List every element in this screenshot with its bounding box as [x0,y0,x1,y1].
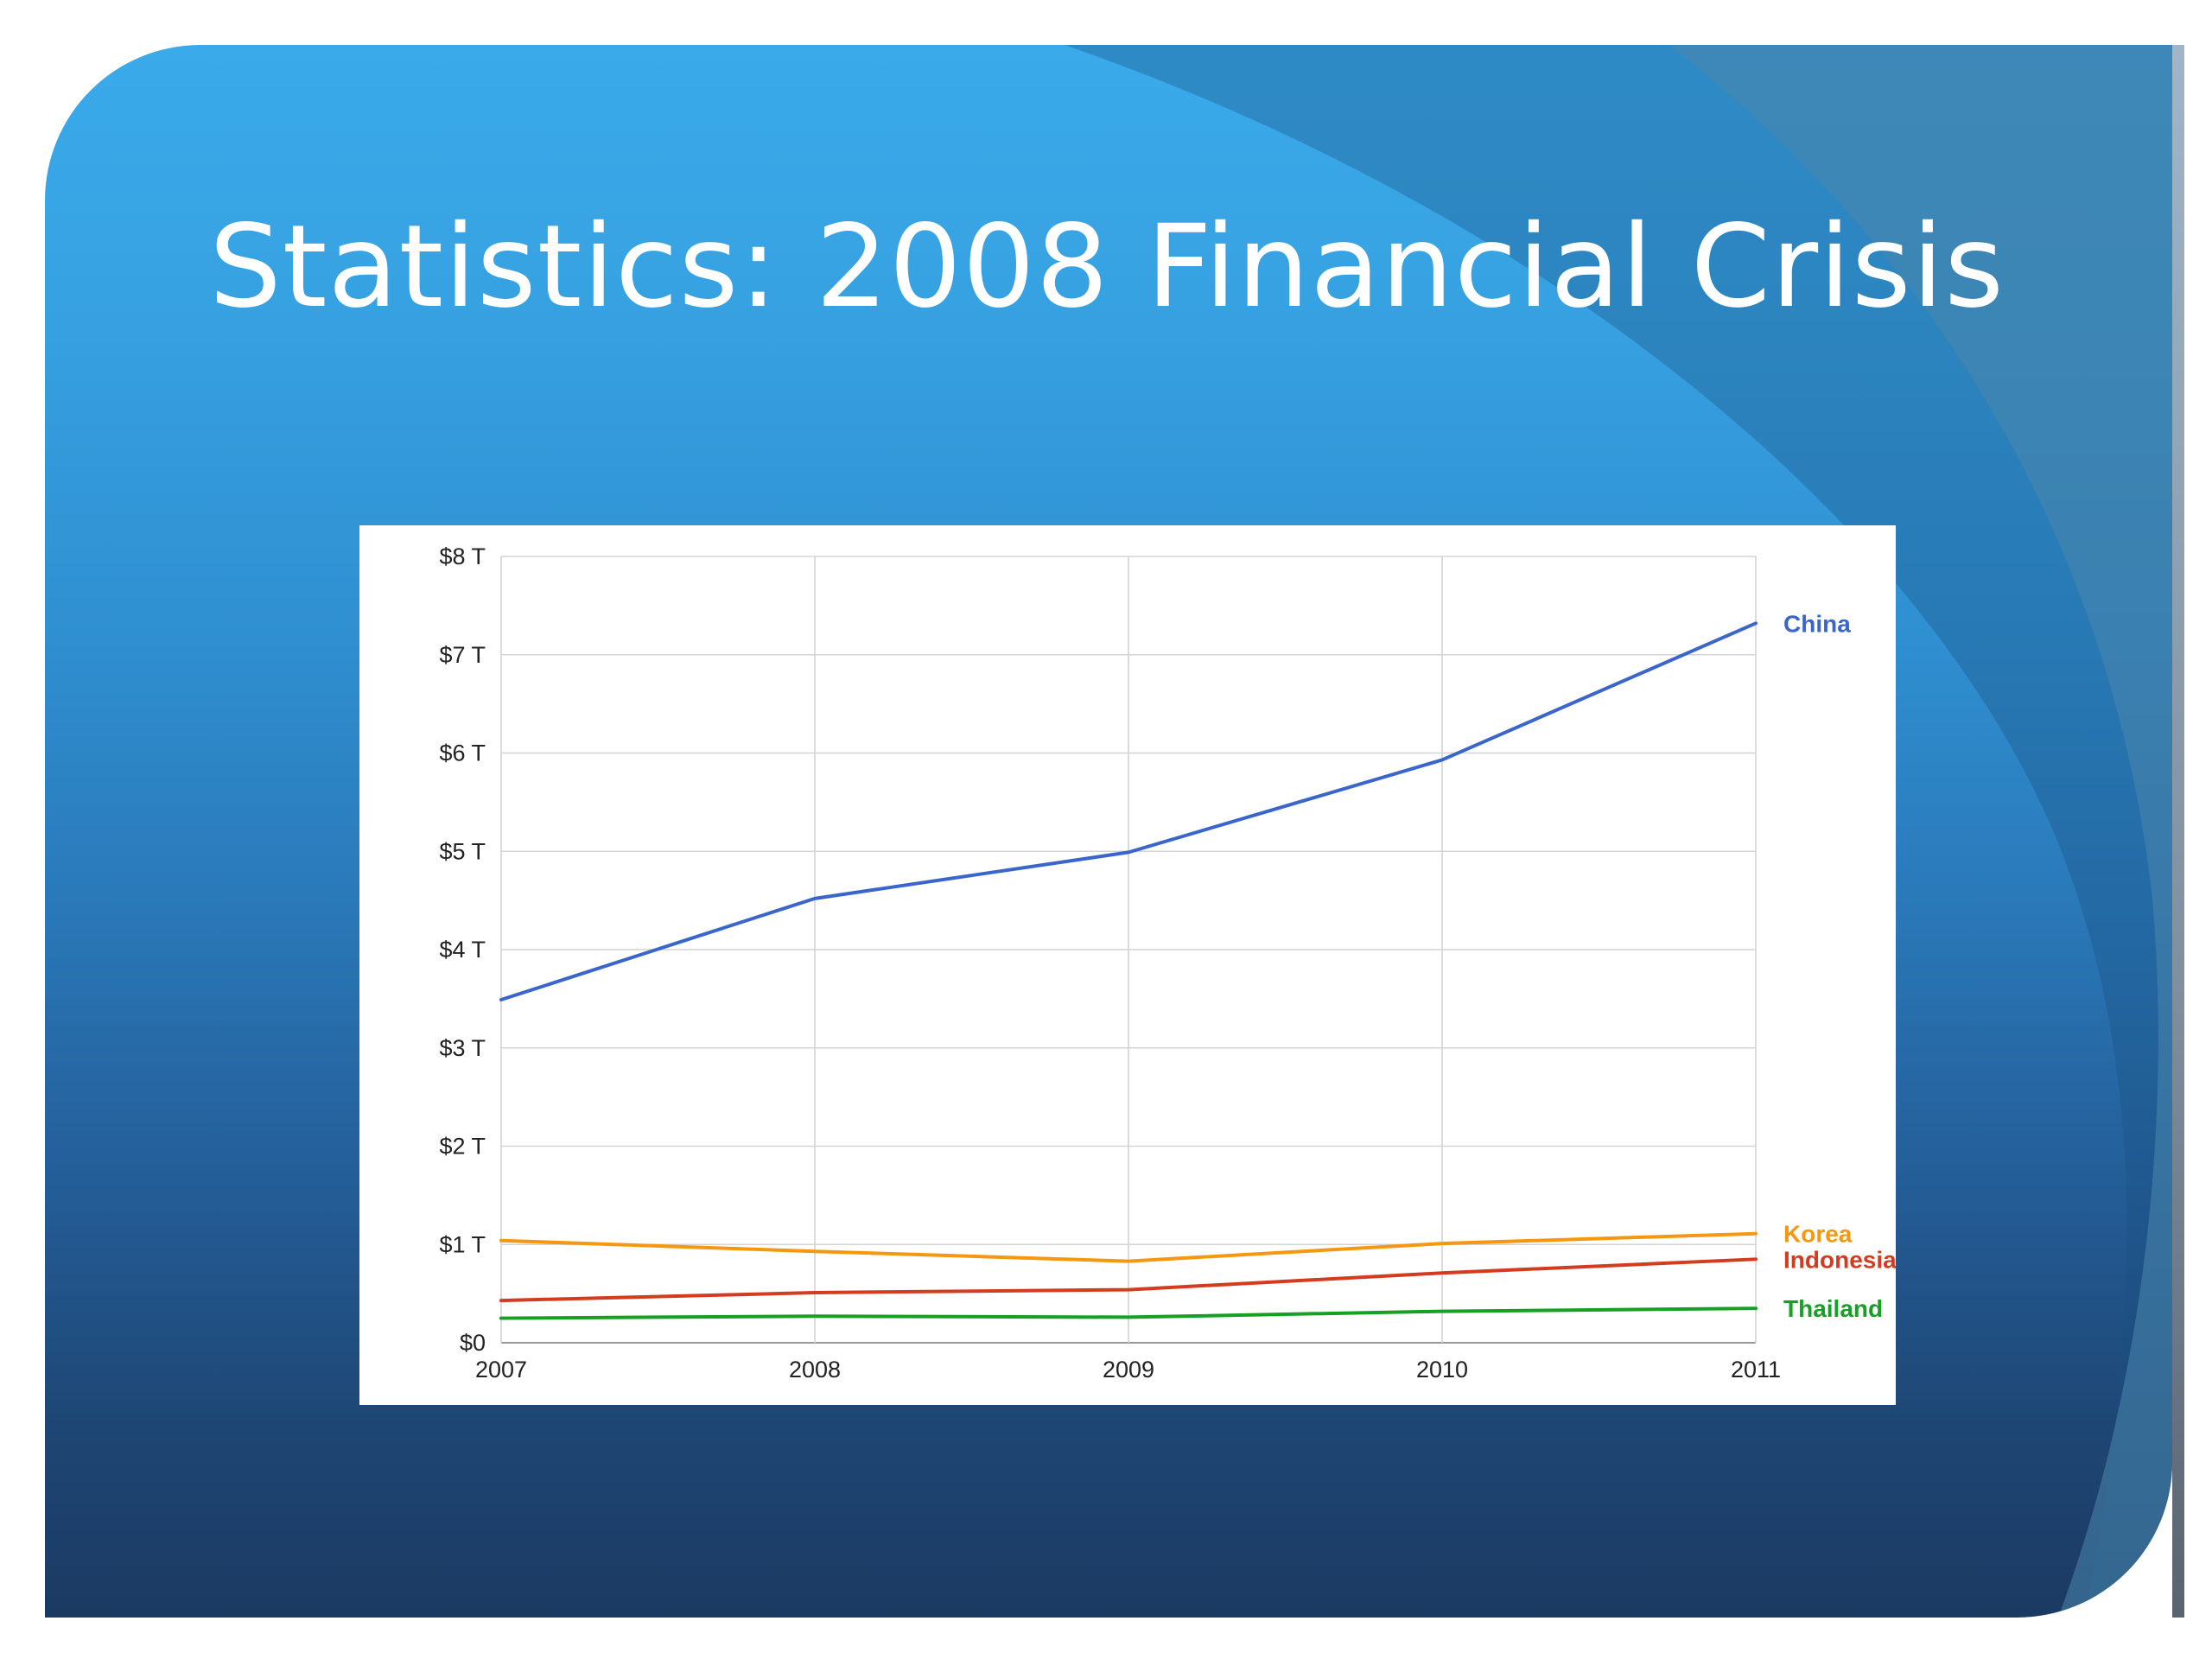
y-tick-label: $7 T [439,642,486,668]
chart-gridlines [500,556,1757,1344]
chart-panel: $0 $1 T $2 T $3 T $4 T $5 T $6 T $7 T $8 T 2007 2… [359,525,1896,1405]
y-tick-label: $3 T [439,1035,486,1061]
chart-series [499,621,1758,1320]
y-tick-label: $8 T [439,543,486,569]
y-tick-label: $4 T [439,937,486,963]
x-axis-tick-labels: 2007 2008 2009 2010 2011 [475,1357,1781,1382]
y-tick-label: $1 T [439,1231,486,1257]
series-label-thailand: Thailand [1783,1295,1883,1322]
y-tick-label: $0 [460,1330,486,1356]
slide-title: Statistics: 2008 Financial Crisis [209,200,2005,334]
series-label-korea: Korea [1783,1221,1853,1248]
y-tick-label: $2 T [439,1134,486,1160]
x-tick-label: 2009 [1103,1357,1154,1382]
y-axis-tick-labels: $0 $1 T $2 T $3 T $4 T $5 T $6 T $7 T $8 T [439,543,486,1356]
slide-shadow-edge [2172,45,2184,1618]
y-tick-label: $6 T [439,741,486,766]
slide-swoosh-decoration [1065,45,2172,1618]
y-tick-label: $5 T [439,838,486,864]
series-label-china: China [1783,610,1851,637]
series-label-indonesia: Indonesia [1783,1247,1896,1274]
x-tick-label: 2007 [475,1357,527,1382]
x-tick-label: 2008 [789,1357,841,1382]
line-chart: $0$1 T$2 T$3 T$4 T$5 T$6 T$7 T$8 T 2007 2… [439,543,1896,1382]
x-tick-label: 2011 [1731,1357,1781,1382]
x-tick-label: 2010 [1416,1357,1468,1382]
slide-background: Statistics: 2008 Financial Crisis $0 $1 T… [45,45,2172,1618]
